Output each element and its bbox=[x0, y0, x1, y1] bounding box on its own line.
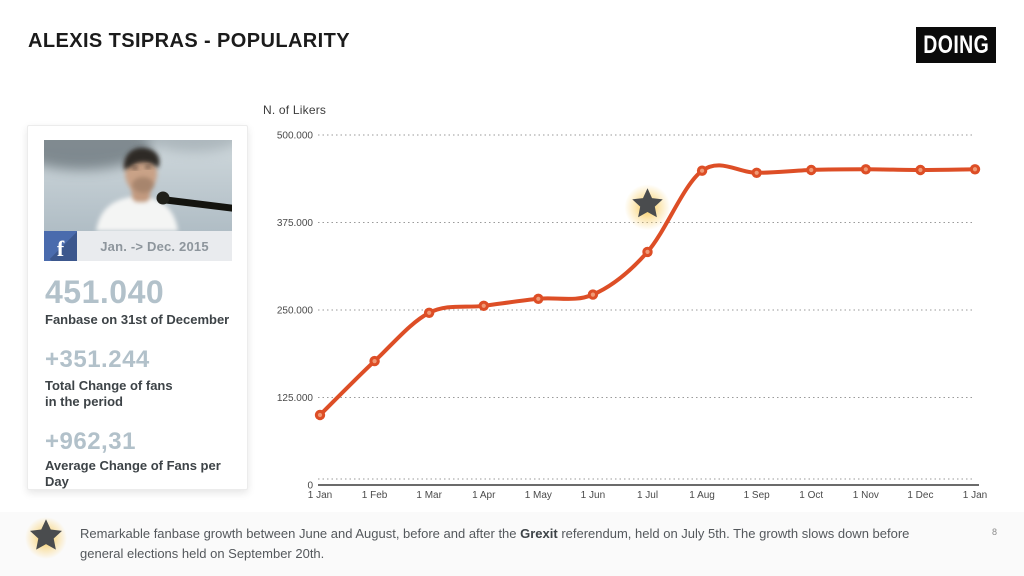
profile-photo-illustration bbox=[44, 140, 232, 231]
page-title: ALEXIS TSIPRAS - POPULARITY bbox=[28, 30, 350, 52]
svg-text:1 Oct: 1 Oct bbox=[799, 490, 823, 501]
svg-text:1 Mar: 1 Mar bbox=[416, 490, 442, 501]
total-change-value: +351.244 bbox=[45, 346, 150, 373]
svg-text:1 Dec: 1 Dec bbox=[907, 490, 933, 501]
period-label: Jan. -> Dec. 2015 bbox=[77, 231, 232, 261]
doing-logo: DOING bbox=[916, 27, 996, 63]
svg-text:1 Apr: 1 Apr bbox=[472, 490, 496, 501]
doing-logo-text: DOING bbox=[923, 30, 989, 59]
chart-gridlines bbox=[318, 134, 975, 480]
svg-text:0: 0 bbox=[307, 481, 313, 492]
svg-text:1 Nov: 1 Nov bbox=[853, 490, 879, 501]
svg-text:1 Jan: 1 Jan bbox=[308, 490, 332, 501]
total-change-label-line2: in the period bbox=[45, 394, 123, 409]
chart-series-line bbox=[314, 163, 981, 421]
svg-text:125.000: 125.000 bbox=[277, 393, 314, 404]
svg-text:500.000: 500.000 bbox=[277, 131, 314, 142]
platform-period-row: f Jan. -> Dec. 2015 bbox=[44, 231, 232, 261]
chart-tick-labels: 0 125.000 250.000 375.000 500.000 1 Jan 1 Feb 1… bbox=[277, 131, 987, 502]
facebook-icon: f bbox=[44, 231, 77, 261]
total-change-label-line1: Total Change of fans bbox=[45, 378, 173, 393]
page-number: 8 bbox=[992, 527, 998, 537]
footnote-text: Remarkable fanbase growth between June a… bbox=[80, 524, 960, 564]
microphone-icon bbox=[156, 191, 232, 212]
stats-block: 451.040 Fanbase on 31st of December +351… bbox=[45, 274, 235, 490]
footer-bar bbox=[0, 512, 1024, 576]
svg-text:1 Sep: 1 Sep bbox=[744, 490, 771, 501]
svg-text:1 May: 1 May bbox=[525, 490, 552, 501]
avg-change-label: Average Change of Fans per Day bbox=[45, 458, 221, 489]
chart-star-annotation bbox=[624, 184, 671, 231]
svg-text:1 Feb: 1 Feb bbox=[362, 490, 388, 501]
avg-change-value: +962,31 bbox=[45, 428, 136, 455]
fanbase-value: 451.040 bbox=[45, 274, 165, 310]
footnote-line1: Remarkable fanbase growth between June a… bbox=[80, 526, 910, 541]
svg-text:1 Jun: 1 Jun bbox=[581, 490, 605, 501]
profile-photo bbox=[44, 140, 232, 231]
svg-text:1 Jan: 1 Jan bbox=[963, 490, 987, 501]
footnote-star-icon bbox=[25, 517, 67, 559]
svg-text:1 Jul: 1 Jul bbox=[637, 490, 658, 501]
svg-text:250.000: 250.000 bbox=[277, 306, 314, 317]
svg-text:375.000: 375.000 bbox=[277, 218, 314, 229]
fanbase-label: Fanbase on 31st of December bbox=[45, 312, 230, 327]
footnote-line2: general elections held on September 20th… bbox=[80, 546, 325, 561]
chart-y-axis-title: N. of Likers bbox=[263, 103, 327, 117]
profile-card: f Jan. -> Dec. 2015 451.040 Fanbase on 3… bbox=[27, 125, 248, 490]
footnote-bold-word: Grexit bbox=[520, 526, 558, 541]
svg-text:1 Aug: 1 Aug bbox=[689, 490, 715, 501]
